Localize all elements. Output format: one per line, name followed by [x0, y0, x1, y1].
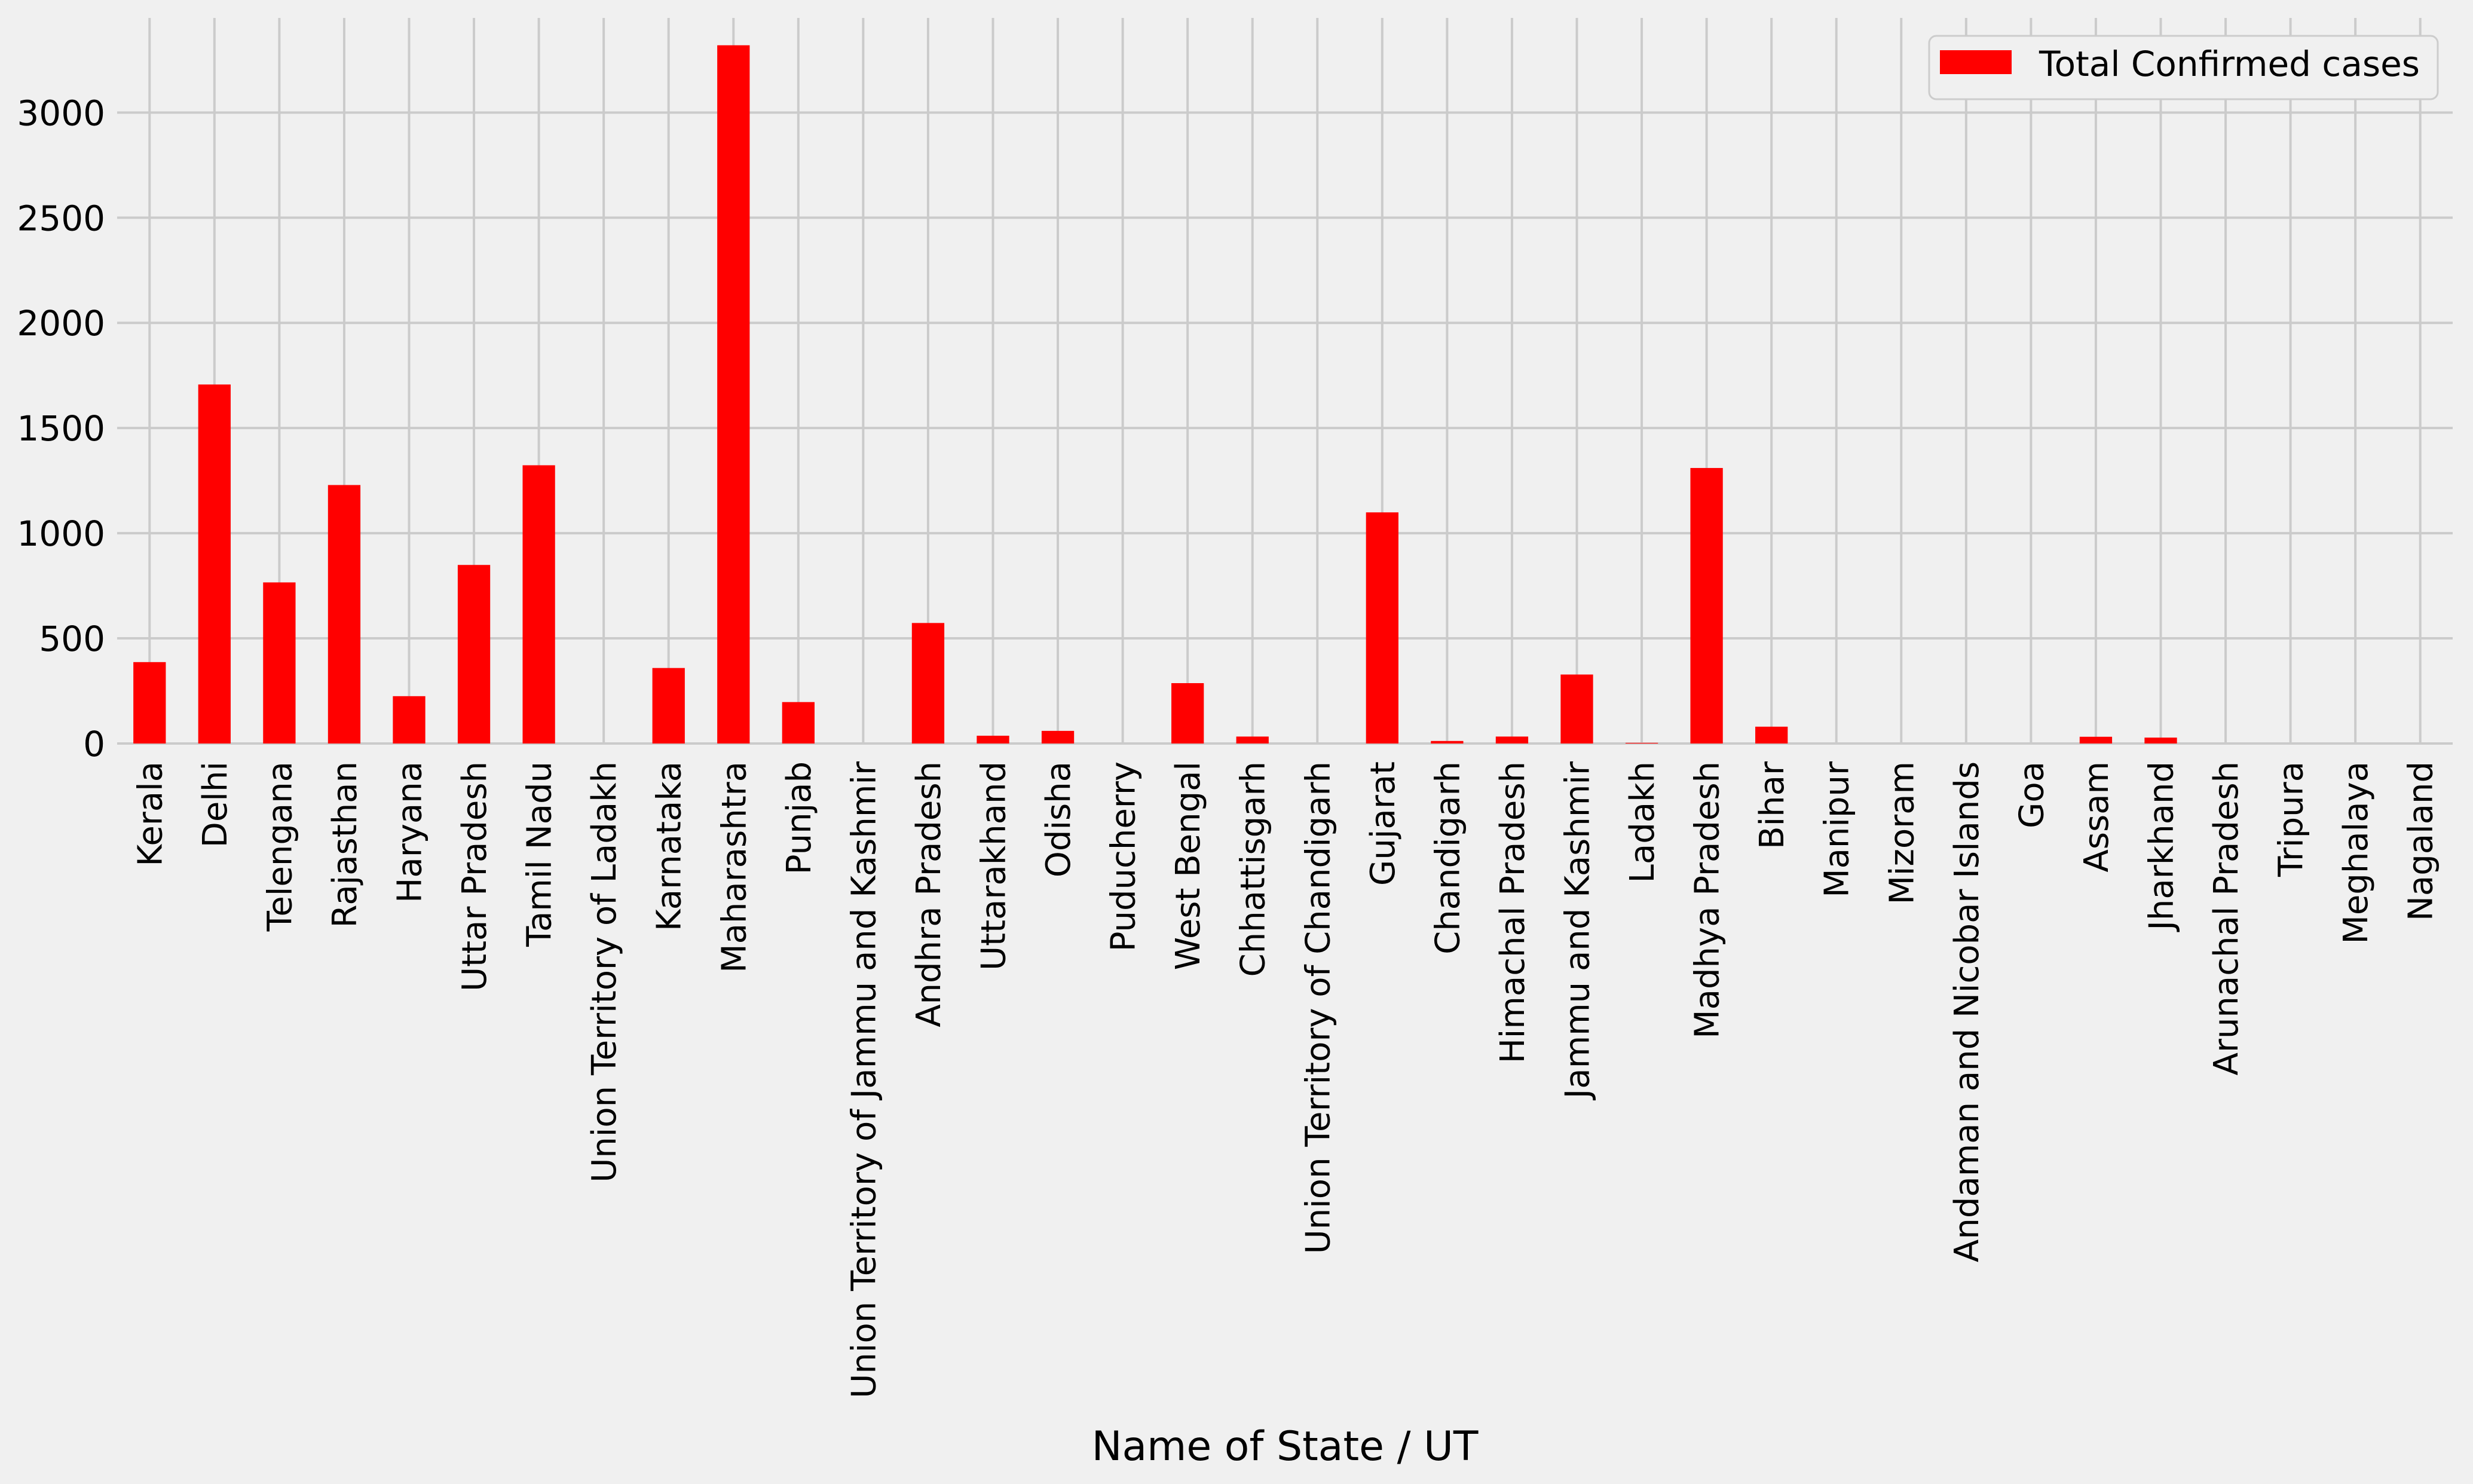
x-axis-ticks: Kerala Delhi Telengana Rajasthan Haryana Utta…: [131, 761, 2440, 1399]
bar: [263, 582, 296, 743]
bar: [2144, 738, 2177, 743]
x-tick-label: Union Territory of Ladakh: [585, 761, 624, 1183]
x-tick-label: Punjab: [780, 761, 819, 874]
y-tick-label: 500: [39, 619, 105, 659]
x-tick-label: Puducherry: [1104, 761, 1143, 951]
bar: [1690, 468, 1723, 743]
bar: [2079, 736, 2113, 743]
x-tick-label: Meghalaya: [2337, 761, 2376, 944]
y-tick-label: 2000: [17, 303, 105, 344]
bar: [1366, 512, 1398, 743]
x-tick-label: West Bengal: [1169, 761, 1208, 970]
y-tick-label: 1500: [17, 408, 105, 449]
x-tick-label: Bihar: [1753, 761, 1792, 849]
x-tick-label: Uttarakhand: [975, 761, 1014, 971]
x-tick-label: Manipur: [1818, 761, 1857, 898]
legend-swatch: [1940, 50, 2012, 74]
x-tick-label: Chhattisgarh: [1234, 761, 1273, 977]
bar: [198, 384, 231, 743]
bar: [1041, 730, 1075, 743]
legend: Total Confirmed cases: [1928, 35, 2439, 100]
bar: [1560, 674, 1593, 743]
legend-label: Total Confirmed cases: [2039, 44, 2420, 84]
bar: [977, 735, 1009, 743]
y-tick-label: 1000: [17, 513, 105, 554]
bar: [133, 662, 166, 743]
bar: [1495, 736, 1529, 743]
x-tick-label: Madhya Pradesh: [1688, 761, 1727, 1039]
x-tick-label: Andhra Pradesh: [910, 761, 948, 1027]
bar: [782, 702, 815, 743]
x-tick-label: Nagaland: [2402, 761, 2441, 921]
bar: [911, 623, 945, 743]
x-tick-label: Assam: [2077, 761, 2116, 873]
bars: [133, 45, 2177, 744]
x-tick-label: Mizoram: [1883, 761, 1921, 904]
x-tick-label: Himachal Pradesh: [1493, 761, 1532, 1063]
x-tick-label: Andaman and Nicobar Islands: [1948, 761, 1987, 1262]
x-tick-label: Goa: [2012, 761, 2051, 828]
y-tick-label: 0: [83, 724, 105, 764]
x-tick-label: Tripura: [2272, 761, 2311, 877]
x-axis-label: Name of State / UT: [1092, 1423, 1479, 1470]
x-tick-label: Kerala: [131, 761, 170, 867]
bar: [1236, 736, 1269, 743]
x-tick-label: Chandigarh: [1428, 761, 1467, 954]
bar: [1171, 683, 1204, 743]
bar: [652, 668, 685, 743]
x-tick-label: Ladakh: [1623, 761, 1662, 883]
x-tick-label: Uttar Pradesh: [455, 761, 494, 992]
x-tick-label: Delhi: [196, 761, 235, 847]
bar: [522, 465, 555, 743]
x-tick-label: Union Territory of Chandigarh: [1299, 761, 1337, 1254]
x-tick-label: Arunachal Pradesh: [2207, 761, 2246, 1075]
x-tick-label: Gujarat: [1364, 761, 1403, 886]
x-tick-label: Haryana: [391, 761, 430, 903]
bar: [457, 565, 491, 743]
x-tick-label: Maharashtra: [715, 761, 754, 973]
y-tick-label: 2500: [17, 198, 105, 238]
y-axis-ticks: 0 500 1000 1500 2000 2500 3000: [17, 93, 105, 764]
x-tick-label: Telengana: [261, 761, 299, 932]
bar: [1755, 726, 1788, 743]
y-tick-label: 3000: [17, 93, 105, 133]
x-tick-label: Jharkhand: [2143, 761, 2181, 932]
bar: [717, 45, 750, 744]
x-tick-label: Tamil Nadu: [521, 761, 559, 947]
bar: [1431, 741, 1464, 743]
x-tick-label: Karnataka: [650, 761, 689, 931]
x-tick-label: Union Territory of Jammu and Kashmir: [844, 761, 883, 1399]
bar: [393, 696, 426, 743]
x-tick-label: Jammu and Kashmir: [1559, 761, 1597, 1100]
x-tick-label: Rajasthan: [326, 761, 365, 928]
x-tick-label: Odisha: [1039, 761, 1078, 877]
legend-box: [1928, 35, 2439, 100]
bar: [328, 485, 361, 743]
